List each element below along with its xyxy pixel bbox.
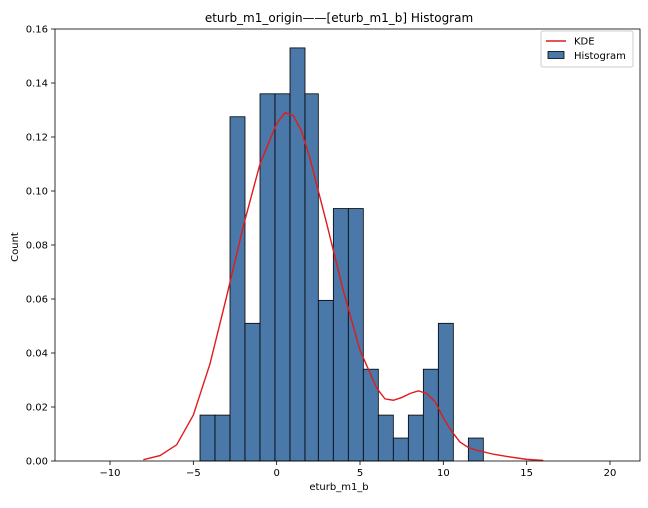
kde-layer (143, 111, 544, 462)
x-tick-label: 15 (520, 468, 533, 479)
y-tick-label: 0.02 (26, 403, 48, 414)
histogram-bar (229, 116, 246, 462)
y-axis: 0.00 0.02 0.04 0.06 0.08 0.10 0.12 0.14 0.16 (26, 25, 55, 468)
chart-title: eturb_m1_origin——[eturb_m1_b] Histogram (205, 11, 473, 25)
kde-line (143, 111, 544, 462)
histogram-bar (259, 93, 276, 462)
y-tick-label: 0.06 (26, 295, 48, 306)
histogram-bar (362, 368, 379, 462)
y-tick-label: 0.08 (26, 241, 48, 252)
x-axis-label: eturb_m1_b (309, 482, 368, 493)
x-tick-label: 5 (357, 468, 363, 479)
x-tick-label: 0 (273, 468, 279, 479)
histogram-bar (437, 322, 454, 462)
histogram-bar (317, 299, 334, 462)
histogram-bar (214, 414, 231, 462)
histogram-bar (392, 437, 409, 462)
y-tick-label: 0.14 (26, 79, 48, 90)
histogram-bar (407, 414, 424, 462)
legend: KDE Histogram (540, 30, 634, 68)
histogram-bar (199, 414, 216, 462)
legend-histogram-swatch (547, 51, 565, 59)
x-tick-label: −5 (186, 468, 201, 479)
x-tick-label: 20 (604, 468, 617, 479)
y-tick-label: 0.16 (26, 25, 48, 36)
y-axis-label: Count (10, 232, 21, 262)
legend-kde-label: KDE (574, 37, 595, 48)
legend-histogram-label: Histogram (574, 51, 626, 62)
y-tick-label: 0.04 (26, 349, 48, 360)
y-tick-label: 0.12 (26, 133, 48, 144)
x-tick-label: −10 (99, 468, 120, 479)
histogram-bars (199, 47, 484, 462)
histogram-bar (377, 414, 394, 462)
y-tick-label: 0.10 (26, 187, 48, 198)
histogram-bar (422, 368, 439, 462)
histogram-bar (244, 322, 261, 462)
histogram-bar (289, 47, 306, 462)
x-tick-label: 10 (437, 468, 450, 479)
x-axis: −10 −5 0 5 10 15 20 (99, 461, 616, 479)
histogram-bar (274, 93, 291, 462)
histogram-bar (332, 208, 349, 462)
y-tick-label: 0.00 (26, 457, 48, 468)
